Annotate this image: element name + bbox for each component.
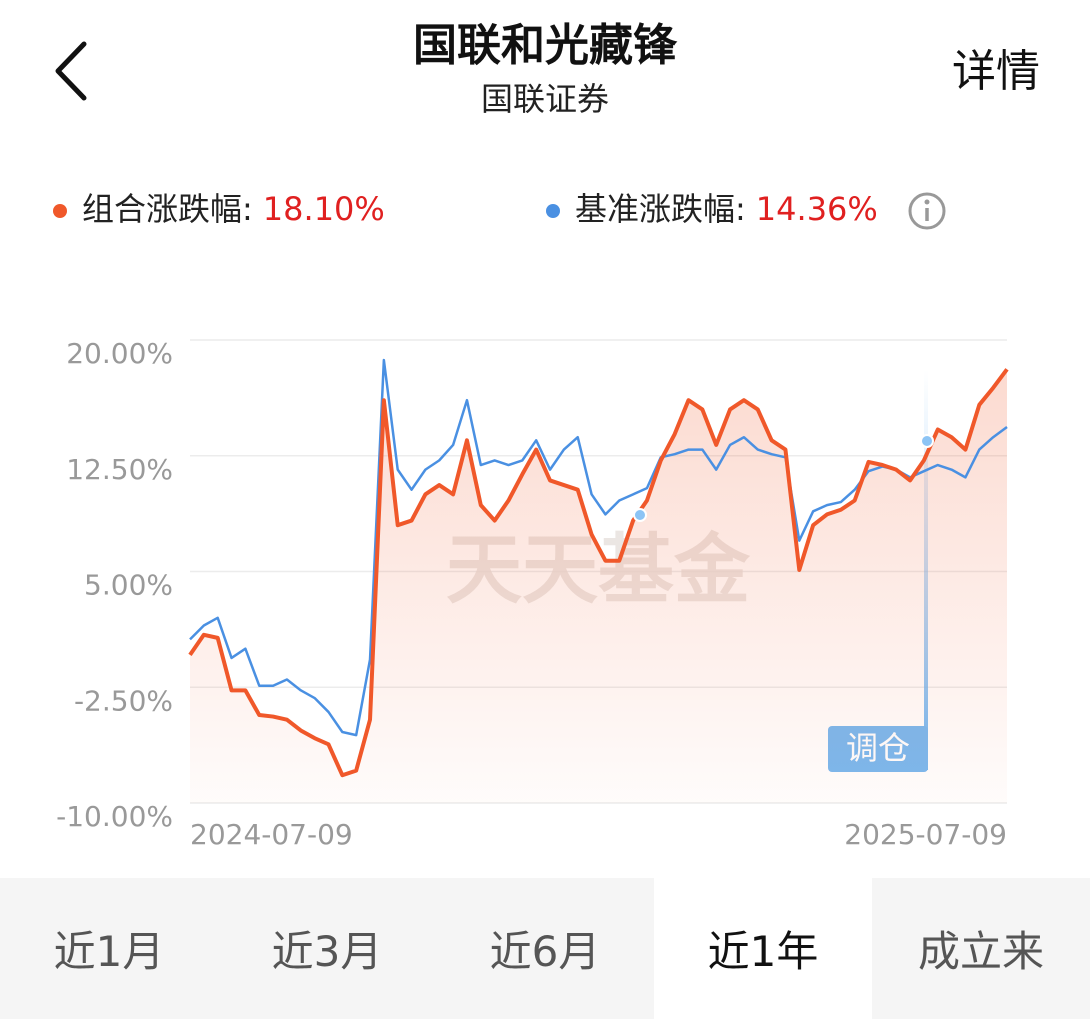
series-line (189, 358, 1008, 737)
y-tick-label: -2.50% (74, 684, 173, 717)
rebalance-dot (633, 508, 647, 522)
info-icon[interactable] (908, 192, 946, 230)
y-tick-label: 20.00% (66, 337, 173, 370)
range-tab[interactable]: 近1月 (53, 927, 165, 976)
legend-label: 组合涨跌幅: 18.10% (82, 190, 385, 228)
y-tick-label: 5.00% (84, 569, 173, 602)
subtitle: 国联证券 (481, 80, 609, 118)
legend-name: 基准涨跌幅: (575, 190, 746, 228)
y-tick-label: 12.50% (66, 453, 173, 486)
rebalance-dot (920, 434, 934, 448)
series-line (188, 368, 1009, 778)
range-tab[interactable]: 近1年 (654, 878, 872, 1019)
range-tabs: 近1月 近3月 近6月 近1年 成立来 (0, 878, 1090, 1019)
legend-dot (546, 204, 560, 218)
range-tab[interactable]: 近6月 (489, 927, 601, 976)
details-button[interactable]: 详情 (952, 46, 1040, 97)
range-tab[interactable]: 近3月 (271, 927, 383, 976)
range-tab[interactable]: 成立来 (917, 927, 1044, 976)
legend-label: 基准涨跌幅: 14.36% (575, 190, 878, 228)
x-tick-label: 2025-07-09 (844, 818, 1007, 851)
legend-name: 组合涨跌幅: (82, 190, 253, 228)
title: 国联和光藏锋 (413, 20, 678, 71)
x-tick-label: 2024-07-09 (190, 818, 353, 851)
back-button[interactable] (55, 41, 87, 101)
legend-change: 18.10% (263, 190, 385, 228)
legend-dot (53, 204, 67, 218)
area (190, 369, 1007, 803)
y-tick-label: -10.00% (56, 800, 173, 833)
legend-change: 14.36% (756, 190, 878, 228)
chart: 国联和光藏锋 国联证券 详情 组合涨跌幅: 18.10% 基准涨跌幅: 14.36% 2… (53, 20, 1040, 851)
